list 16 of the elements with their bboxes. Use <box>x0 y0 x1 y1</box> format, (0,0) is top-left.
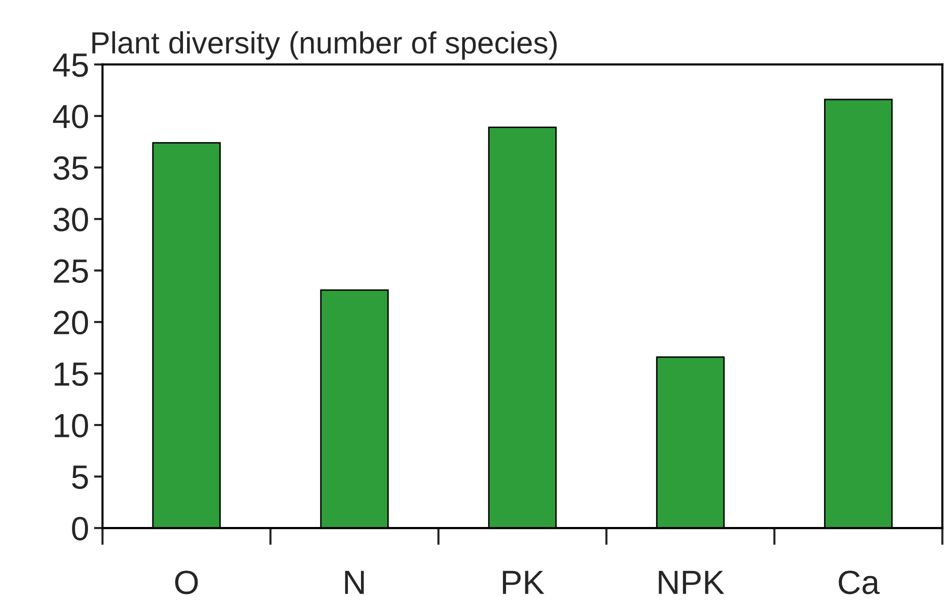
y-tick-label: 25 <box>54 259 88 283</box>
y-tick-label: 30 <box>53 208 88 232</box>
y-tick-label: 5 <box>72 466 88 489</box>
y-tick-label: 10 <box>54 414 88 438</box>
x-tick-label: NPK <box>658 570 724 594</box>
x-tick-label: N <box>345 570 364 594</box>
x-tick-label: O <box>175 570 198 594</box>
y-tick-label: 15 <box>54 362 88 386</box>
x-tick-label: PK <box>502 570 544 594</box>
y-tick-label: 0 <box>72 516 88 540</box>
y-tick-label: 35 <box>53 156 88 180</box>
y-tick-label: 20 <box>54 310 88 334</box>
x-tick-label: Ca <box>838 570 880 594</box>
chart-title: Plant diversity (number of species) <box>92 31 557 60</box>
y-tick-label: 40 <box>52 104 88 128</box>
y-tick-label: 45 <box>52 54 88 77</box>
